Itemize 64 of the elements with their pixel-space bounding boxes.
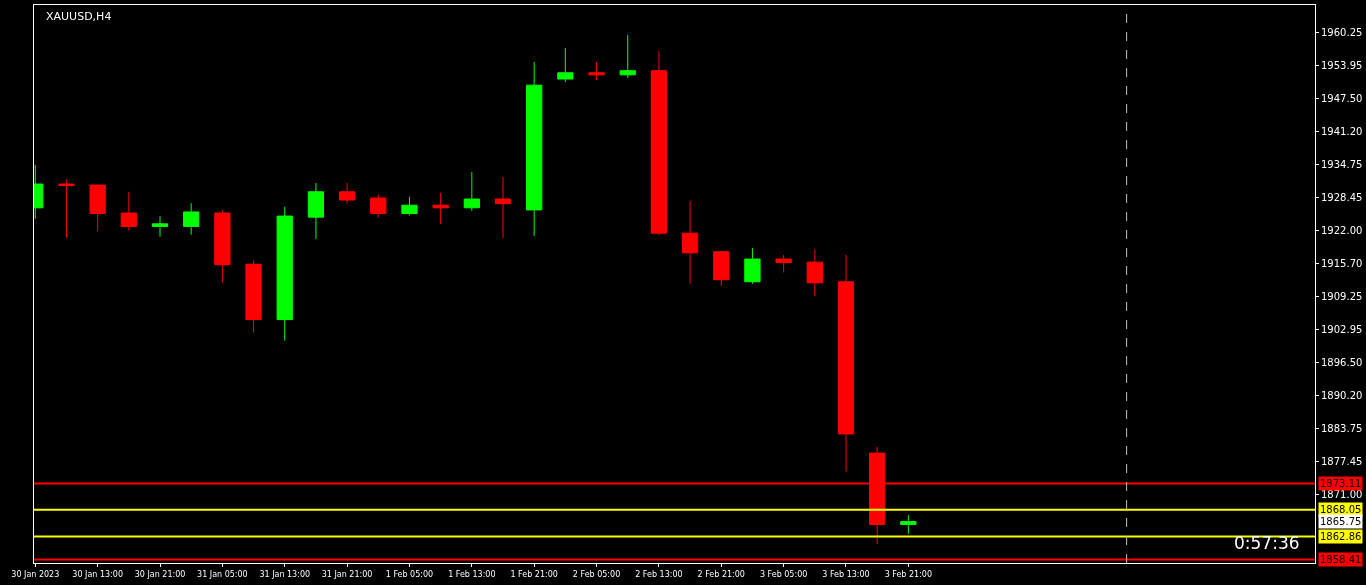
x-tick-label: 3 Feb 05:00 <box>759 569 808 579</box>
x-tick-label: 1 Feb 05:00 <box>385 569 434 579</box>
y-tick-label: 1877.45 <box>1321 455 1363 467</box>
x-tick-label: 1 Feb 13:00 <box>448 569 496 579</box>
x-tick-label: 30 Jan 21:00 <box>134 569 186 579</box>
candlestick <box>557 47 574 83</box>
x-tick-label: 31 Jan 21:00 <box>321 569 373 579</box>
y-tick-label: 1896.50 <box>1321 357 1363 369</box>
candlestick <box>183 202 200 236</box>
y-tick-label: 1915.70 <box>1321 257 1363 269</box>
y-tick-label: 1909.25 <box>1321 291 1363 303</box>
y-tick-label: 1960.25 <box>1321 27 1363 39</box>
candlestick <box>900 514 917 535</box>
y-tick-label: 1934.75 <box>1321 159 1363 171</box>
candlestick <box>245 260 262 333</box>
candlestick <box>338 182 356 205</box>
candlestick <box>89 184 106 232</box>
x-tick-label: 3 Feb 21:00 <box>884 569 933 579</box>
x-tick-label: 30 Jan 2023 <box>11 569 60 579</box>
y-tick-label: 1953.95 <box>1321 59 1363 71</box>
x-tick-label: 2 Feb 21:00 <box>697 569 745 579</box>
x-tick-label: 31 Jan 05:00 <box>197 569 248 579</box>
ref-line-label: 1868.05 <box>1320 504 1362 515</box>
candlestick <box>650 50 668 236</box>
y-tick-label: 1941.20 <box>1321 125 1363 137</box>
candlestick <box>120 191 137 232</box>
candlestick <box>837 254 855 473</box>
ref-line-label: 1858.41 <box>1320 554 1362 565</box>
candlestick <box>619 34 636 79</box>
candlestick <box>588 61 605 81</box>
candlestick <box>775 254 792 273</box>
x-tick-label: 2 Feb 05:00 <box>572 569 621 579</box>
candlestick <box>432 192 449 225</box>
y-tick-label: 1922.00 <box>1321 225 1363 237</box>
x-tick-label: 2 Feb 13:00 <box>635 569 683 579</box>
x-tick-label: 3 Feb 13:00 <box>822 569 870 579</box>
y-tick-label: 1902.95 <box>1321 323 1363 335</box>
x-tick-label: 30 Jan 13:00 <box>72 569 123 579</box>
candlestick <box>806 249 823 297</box>
annotation: 0:57:36 <box>1234 533 1300 553</box>
x-tick-label: 1 Feb 21:00 <box>510 569 558 579</box>
candlestick <box>370 194 387 219</box>
y-tick-label: 1928.45 <box>1321 191 1363 203</box>
text: XAUUSD,H4 <box>46 10 112 23</box>
candlestick <box>713 250 730 287</box>
candlestick <box>744 247 761 285</box>
y-tick-label: 1890.20 <box>1321 389 1363 401</box>
candlestick <box>276 206 293 342</box>
text: 1865.75 <box>1320 516 1362 527</box>
candlestick <box>494 176 512 239</box>
candlestick <box>526 61 543 237</box>
ref-line-label: 1862.86 <box>1320 531 1362 542</box>
candlestick <box>463 171 480 212</box>
candlestick <box>58 178 75 239</box>
ref-line-label: 1873.11 <box>1320 478 1362 489</box>
candlestick <box>151 215 169 238</box>
candlestick <box>214 209 231 284</box>
candlestick <box>307 182 325 240</box>
y-tick-label: 1871.00 <box>1321 488 1363 500</box>
x-tick-label: 31 Jan 13:00 <box>259 569 311 579</box>
candlestick <box>681 200 699 285</box>
y-tick-label: 1947.50 <box>1321 93 1363 105</box>
candlestick <box>401 196 418 217</box>
y-tick-label: 1883.75 <box>1321 422 1363 434</box>
